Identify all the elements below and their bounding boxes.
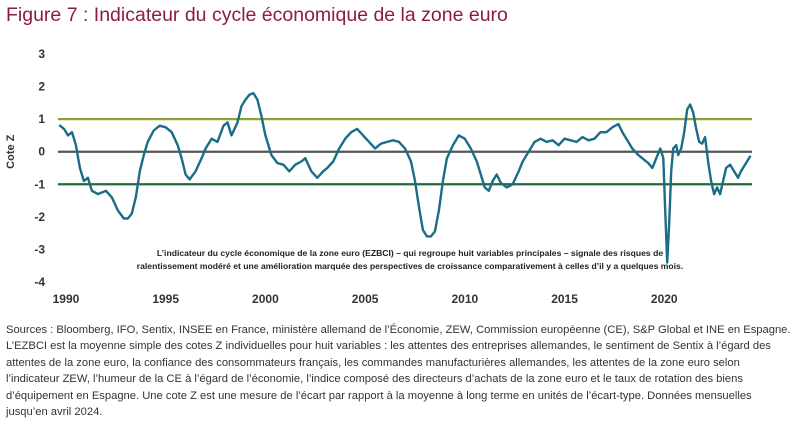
source-footnote: Sources : Bloomberg, IFO, Sentix, INSEE … xyxy=(6,324,791,419)
chart-annotation: L’indicateur du cycle économique de la z… xyxy=(137,248,683,271)
y-tick-label: -4 xyxy=(34,275,45,289)
y-tick-label: 3 xyxy=(38,47,45,61)
y-tick-label: -1 xyxy=(34,177,45,191)
y-tick-label: -2 xyxy=(34,210,45,224)
x-tick-label: 2020 xyxy=(651,292,678,306)
series-lines xyxy=(58,91,752,264)
x-tick-label: 1995 xyxy=(152,292,179,306)
reference-lines xyxy=(58,118,752,186)
x-tick-label: 1990 xyxy=(53,292,80,306)
x-tick-label: 2000 xyxy=(252,292,279,306)
annotation-line: L’indicateur du cycle économique de la z… xyxy=(157,248,663,258)
y-tick-label: 1 xyxy=(38,112,45,126)
series-line-0 xyxy=(58,91,752,264)
y-tick-label: 2 xyxy=(38,80,45,94)
y-tick-label: 0 xyxy=(38,145,45,159)
x-axis-ticks: 1990 1995 2000 2005 2010 2015 2020 xyxy=(53,292,678,306)
x-tick-label: 2015 xyxy=(551,292,578,306)
annotation-line: ralentissement modéré et une amélioratio… xyxy=(137,261,683,271)
y-tick-label: -3 xyxy=(34,242,45,256)
y-axis-label: Cote Z xyxy=(5,134,17,169)
y-axis-ticks: 3 2 1 0 -1 -2 -3 -4 xyxy=(34,47,45,289)
x-tick-label: 2010 xyxy=(451,292,478,306)
line-chart: 3 2 1 0 -1 -2 -3 -4 1990 1995 2000 2005 2010 2015 202… xyxy=(5,47,752,306)
chart-title: Figure 7 : Indicateur du cycle économiqu… xyxy=(6,4,508,26)
x-tick-label: 2005 xyxy=(352,292,379,306)
